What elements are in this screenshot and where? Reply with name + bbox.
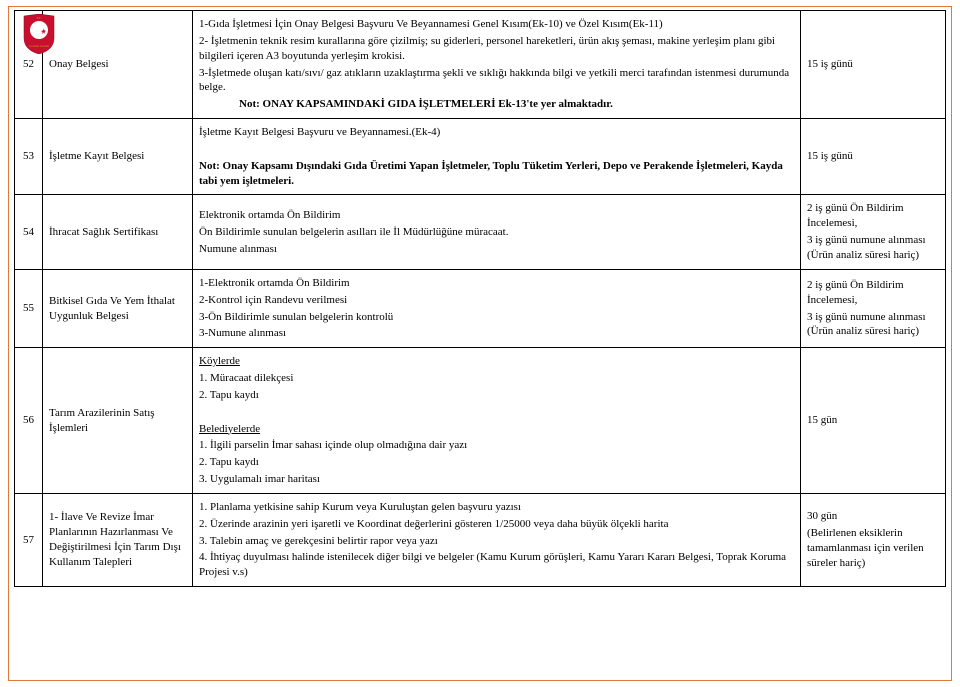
service-description: 1-Gıda İşletmesi İçin Onay Belgesi Başvu… — [193, 11, 801, 119]
duration: 15 iş günü — [801, 119, 946, 195]
row-number: 53 — [15, 119, 43, 195]
row-number: 55 — [15, 269, 43, 347]
table-row: 55Bitkisel Gıda Ve Yem İthalat Uygunluk … — [15, 269, 946, 347]
description-line: Not: Onay Kapsamı Dışındaki Gıda Üretimi… — [199, 159, 794, 189]
duration: 15 iş günü — [801, 11, 946, 119]
table-row: 52Onay Belgesi1-Gıda İşletmesi İçin Onay… — [15, 11, 946, 119]
description-line: 2. Üzerinde arazinin yeri işaretli ve Ko… — [199, 517, 794, 532]
description-line: 4. İhtiyaç duyulması halinde istenilecek… — [199, 550, 794, 580]
description-line: 1. Müracaat dilekçesi — [199, 371, 794, 386]
row-number: 57 — [15, 493, 43, 586]
description-line: Not: ONAY KAPSAMINDAKİ GIDA İŞLETMELERİ … — [199, 97, 794, 112]
duration-line: 2 iş günü Ön Bildirim İncelemesi, — [807, 201, 939, 231]
description-line: 3-Numune alınması — [199, 326, 794, 341]
service-name: İhracat Sağlık Sertifikası — [43, 195, 193, 269]
service-description: Elektronik ortamda Ön Bildirim Ön Bildiri… — [193, 195, 801, 269]
description-line: 2. Tapu kaydı — [199, 455, 794, 470]
service-name: Bitkisel Gıda Ve Yem İthalat Uygunluk Be… — [43, 269, 193, 347]
duration-line: 30 gün — [807, 509, 939, 524]
description-line: 3. Uygulamalı imar haritası — [199, 472, 794, 487]
duration-line: 2 iş günü Ön Bildirim İncelemesi, — [807, 278, 939, 308]
duration-line: 3 iş günü numune alınması (Ürün analiz s… — [807, 233, 939, 263]
description-line: Elektronik ortamda Ön Bildirim — [199, 208, 794, 223]
ministry-logo: T.C. TRABZON VALİLİĞİ — [22, 14, 56, 54]
duration-line: (Belirlenen eksiklerin tamamlanması için… — [807, 526, 939, 571]
duration: 30 gün (Belirlenen eksiklerin tamamlanmas… — [801, 493, 946, 586]
duration-line: 3 iş günü numune alınması (Ürün analiz s… — [807, 310, 939, 340]
service-description: İşletme Kayıt Belgesi Başvuru ve Beyanna… — [193, 119, 801, 195]
description-line: Numune alınması — [199, 242, 794, 257]
description-line — [199, 142, 794, 157]
service-name: 1- İlave Ve Revize İmar Planlarının Hazı… — [43, 493, 193, 586]
description-line: 1-Elektronik ortamda Ön Bildirim — [199, 276, 794, 291]
service-name: Tarım Arazilerinin Satış İşlemleri — [43, 348, 193, 494]
svg-text:TRABZON VALİLİĞİ: TRABZON VALİLİĞİ — [29, 45, 49, 48]
description-line: 1. Planlama yetkisine sahip Kurum veya K… — [199, 500, 794, 515]
table-row: 53İşletme Kayıt Belgesi İşletme Kayıt Bel… — [15, 119, 946, 195]
service-name: Onay Belgesi — [43, 11, 193, 119]
description-line: 1. İlgili parselin İmar sahası içinde ol… — [199, 438, 794, 453]
table-row: 54İhracat Sağlık SertifikasıElektronik o… — [15, 195, 946, 269]
description-line: 2-Kontrol için Randevu verilmesi — [199, 293, 794, 308]
description-line: 3-Ön Bildirimle sunulan belgelerin kontr… — [199, 310, 794, 325]
service-description: 1-Elektronik ortamda Ön Bildirim 2-Kontro… — [193, 269, 801, 347]
description-line: Belediyelerde — [199, 422, 794, 437]
description-line: 1-Gıda İşletmesi İçin Onay Belgesi Başvu… — [199, 17, 794, 32]
description-line — [199, 405, 794, 420]
description-line: Köylerde — [199, 354, 794, 369]
table-row: 571- İlave Ve Revize İmar Planlarının Ha… — [15, 493, 946, 586]
duration: 2 iş günü Ön Bildirim İncelemesi,3 iş gü… — [801, 269, 946, 347]
service-description: 1. Planlama yetkisine sahip Kurum veya K… — [193, 493, 801, 586]
service-table: 52Onay Belgesi1-Gıda İşletmesi İçin Onay… — [14, 10, 946, 587]
service-name: İşletme Kayıt Belgesi — [43, 119, 193, 195]
description-line: 3. Talebin amaç ve gerekçesini belirtir … — [199, 534, 794, 549]
description-line: 2. Tapu kaydı — [199, 388, 794, 403]
description-line: 2- İşletmenin teknik resim kurallarına g… — [199, 34, 794, 64]
description-line: İşletme Kayıt Belgesi Başvuru ve Beyanna… — [199, 125, 794, 140]
service-description: Köylerde 1. Müracaat dilekçesi 2. Tapu kay… — [193, 348, 801, 494]
table-row: 56Tarım Arazilerinin Satış İşlemleriKöyl… — [15, 348, 946, 494]
description-line: 3-İşletmede oluşan katı/sıvı/ gaz atıkla… — [199, 66, 794, 96]
svg-text:T.C.: T.C. — [36, 16, 41, 20]
row-number: 54 — [15, 195, 43, 269]
duration: 15 gün — [801, 348, 946, 494]
row-number: 56 — [15, 348, 43, 494]
description-line: Ön Bildirimle sunulan belgelerin asıllar… — [199, 225, 794, 240]
duration: 2 iş günü Ön Bildirim İncelemesi,3 iş gü… — [801, 195, 946, 269]
